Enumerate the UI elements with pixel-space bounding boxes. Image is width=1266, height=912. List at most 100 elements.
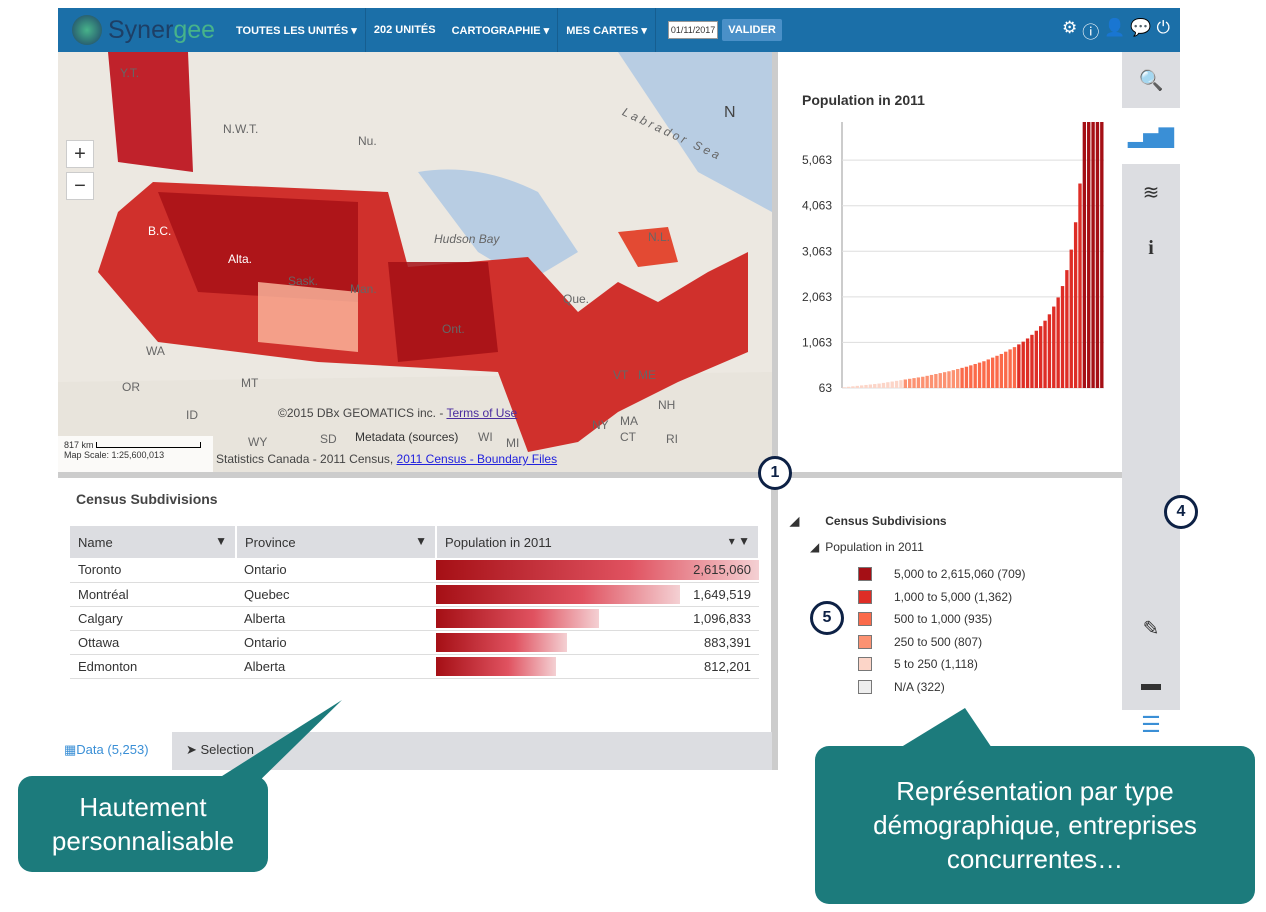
vertical-splitter[interactable] xyxy=(772,52,778,770)
info-icon[interactable]: ⓘ xyxy=(1082,22,1100,42)
chart-bar[interactable] xyxy=(1008,349,1012,388)
collapse-icon[interactable]: ◢ xyxy=(790,514,800,528)
chart-bar[interactable] xyxy=(925,375,929,388)
chart-bar[interactable] xyxy=(995,355,999,388)
chart-bar[interactable] xyxy=(921,376,925,388)
table-row[interactable]: Ottawa Ontario 883,391 xyxy=(70,630,759,655)
chart-bar[interactable] xyxy=(859,385,864,388)
chart-bar[interactable] xyxy=(1043,320,1047,388)
chart-bar[interactable] xyxy=(890,381,894,388)
horizontal-splitter[interactable] xyxy=(58,472,1122,478)
user-icon[interactable]: 👤 xyxy=(1104,17,1126,37)
chart-bar[interactable] xyxy=(947,371,951,388)
chart-bar[interactable] xyxy=(868,384,873,388)
filter-icon[interactable]: ▼ xyxy=(415,534,427,548)
table-row[interactable]: Edmonton Alberta 812,201 xyxy=(70,654,759,679)
column-header-province[interactable]: Province ▼ xyxy=(236,526,437,558)
chart-bar[interactable] xyxy=(1017,344,1021,388)
nav-all-units[interactable]: TOUTES LES UNITÉS ▾ xyxy=(228,8,366,52)
chart-bar[interactable] xyxy=(903,379,907,388)
chart-bar[interactable] xyxy=(877,383,881,388)
column-header-population[interactable]: Population in 2011 ▾ ▼ xyxy=(436,526,760,558)
chart-bar[interactable] xyxy=(842,387,846,388)
cards-icon[interactable]: ▬ xyxy=(1141,672,1161,695)
map[interactable]: Y.T. N.W.T. Nu. B.C. Alta. Sask. Man. On… xyxy=(58,52,772,472)
filter-icon[interactable]: ▾ ▼ xyxy=(728,534,750,548)
chart-bar[interactable] xyxy=(864,384,868,388)
chart-bar[interactable] xyxy=(1052,306,1056,388)
bar-chart-icon[interactable]: ▂▅▇ xyxy=(1122,108,1180,164)
chart-bar[interactable] xyxy=(1056,297,1060,388)
power-icon[interactable]: ⏻ xyxy=(1156,17,1170,37)
chart-bar[interactable] xyxy=(908,378,912,388)
chart-bar[interactable] xyxy=(969,365,973,388)
valider-button[interactable]: VALIDER xyxy=(722,19,782,41)
logo[interactable]: Syner gee xyxy=(58,15,228,45)
chart-bar[interactable] xyxy=(964,366,969,388)
chart-bar[interactable] xyxy=(1004,351,1008,388)
boundary-files-link[interactable]: 2011 Census - Boundary Files xyxy=(396,452,558,466)
chart-bar[interactable] xyxy=(886,382,890,388)
chart-bar[interactable] xyxy=(916,377,921,388)
info-icon[interactable]: i xyxy=(1148,236,1154,259)
chart-bar[interactable] xyxy=(1069,249,1073,388)
chart-bar[interactable] xyxy=(873,384,877,388)
table-row[interactable]: Calgary Alberta 1,096,833 xyxy=(70,606,759,631)
chart-bar[interactable] xyxy=(1073,222,1078,388)
chart-bar[interactable] xyxy=(1082,122,1087,388)
chart-bar[interactable] xyxy=(977,362,982,388)
column-header-name[interactable]: Name ▼ xyxy=(70,526,237,558)
metadata-link[interactable]: Metadata (sources) xyxy=(355,430,459,444)
chart-bar[interactable] xyxy=(1030,334,1034,388)
chart-bar[interactable] xyxy=(1012,347,1017,388)
edit-settings-icon[interactable]: ✎ xyxy=(1142,617,1160,640)
list-icon[interactable]: ☰ xyxy=(1141,712,1161,737)
chart-bar[interactable] xyxy=(1039,326,1043,388)
chart-bar[interactable] xyxy=(851,386,855,388)
zoom-out-button[interactable]: − xyxy=(66,172,94,200)
tab-selection[interactable]: ➤ Selection xyxy=(172,732,268,770)
table-row[interactable]: Toronto Ontario 2,615,060 xyxy=(70,558,759,583)
chart-bar[interactable] xyxy=(1100,122,1104,388)
chart-bar[interactable] xyxy=(846,386,851,388)
chart-bar[interactable] xyxy=(1060,286,1065,388)
chart-bar[interactable] xyxy=(1065,270,1069,388)
filter-icon[interactable]: ▼ xyxy=(215,534,227,548)
chart-bar[interactable] xyxy=(990,357,995,388)
chart-bar[interactable] xyxy=(881,382,886,388)
chart-bar[interactable] xyxy=(894,380,899,388)
gear-icon[interactable]: ⚙ xyxy=(1061,17,1078,37)
chart-bar[interactable] xyxy=(999,353,1004,388)
collapse-icon[interactable]: ◢ xyxy=(810,540,820,554)
chart-bar[interactable] xyxy=(942,372,947,388)
table-row[interactable]: Montréal Quebec 1,649,519 xyxy=(70,582,759,607)
chart-bar[interactable] xyxy=(929,374,934,388)
layers-icon[interactable]: ≋ xyxy=(1142,181,1160,204)
chart-bar[interactable] xyxy=(982,361,986,388)
chart-bar[interactable] xyxy=(855,385,859,388)
date-input[interactable]: 01/11/2017 xyxy=(667,21,719,39)
chart-bar[interactable] xyxy=(956,368,960,388)
terms-link[interactable]: Terms of Use xyxy=(446,406,518,420)
chart-bar[interactable] xyxy=(1021,341,1025,388)
chart-bar[interactable] xyxy=(1078,183,1082,388)
chart-bar[interactable] xyxy=(934,374,938,388)
chart-bar[interactable] xyxy=(899,380,903,388)
nav-cartographie[interactable]: CARTOGRAPHIE ▾ xyxy=(444,8,559,52)
chat-icon[interactable]: 💬 xyxy=(1130,17,1152,37)
chart-bar[interactable] xyxy=(951,370,956,388)
chart-bar[interactable] xyxy=(1047,314,1052,388)
chart-bar[interactable] xyxy=(1087,122,1091,388)
search-icon[interactable]: 🔍 xyxy=(1138,69,1164,92)
nav-mes-cartes[interactable]: MES CARTES ▾ xyxy=(558,8,656,52)
chart-bar[interactable] xyxy=(1091,122,1095,388)
zoom-in-button[interactable]: + xyxy=(66,140,94,168)
chart-bar[interactable] xyxy=(973,363,977,388)
chart-bar[interactable] xyxy=(938,373,942,388)
chart-bar[interactable] xyxy=(1034,330,1038,388)
chart-bar[interactable] xyxy=(1095,122,1100,388)
chart-bar[interactable] xyxy=(1025,338,1030,388)
tab-data[interactable]: ▦Data (5,253) xyxy=(58,732,172,770)
chart-bar[interactable] xyxy=(986,359,990,388)
chart-bar[interactable] xyxy=(912,378,916,388)
